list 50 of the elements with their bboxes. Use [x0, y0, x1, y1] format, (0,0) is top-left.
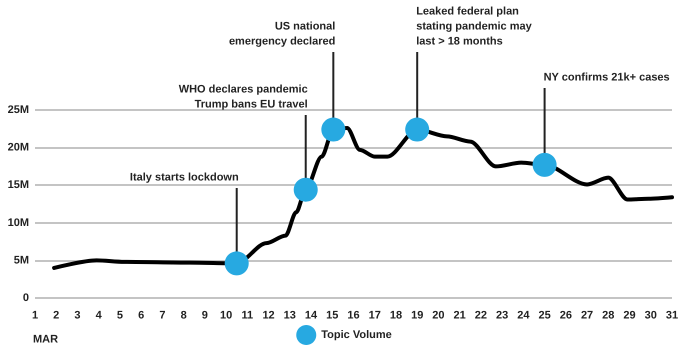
x-tick-label: 28 [602, 310, 614, 322]
point [224, 251, 249, 276]
x-tick-label: 17 [368, 310, 381, 322]
y-tick-label: 20M [8, 142, 29, 154]
y-tick-label: 0 [22, 292, 29, 304]
x-tick-label: 23 [496, 310, 508, 322]
x-tick-label: 2 [53, 310, 60, 322]
annotation: Italy starts lockdown [130, 172, 239, 184]
legend-label: Topic Volume [321, 329, 392, 341]
x-tick-label: 15 [326, 310, 338, 322]
x-tick-label: 6 [138, 310, 144, 322]
x-tick-label: 3 [74, 310, 81, 322]
x-tick-label: 30 [644, 310, 657, 322]
x-tick-label: 24 [517, 310, 530, 322]
annotation: US national emergency declared [228, 20, 336, 48]
x-tick-label: 13 [284, 310, 296, 322]
point [321, 118, 346, 142]
y-tick-label: 5M [14, 254, 29, 266]
x-tick-label: 8 [180, 310, 187, 322]
point [405, 118, 430, 142]
point [532, 152, 557, 177]
y-tick-label: 25M [8, 104, 29, 116]
x-tick-label: 29 [623, 310, 636, 322]
x-tick-label: 31 [666, 310, 678, 322]
x-tick-label: 11 [242, 310, 254, 322]
annotation: NY confirms 21k+ cases [544, 72, 670, 84]
x-tick-label: 19 [411, 310, 424, 322]
x-tick-label: 20 [432, 310, 445, 322]
x-tick-label: 25 [538, 310, 551, 322]
x-tick-label: 14 [304, 310, 318, 322]
x-tick-label: 27 [580, 310, 594, 322]
y-tick-label: 15M [8, 179, 29, 192]
x-tick-label: 10 [220, 310, 232, 322]
line-series [52, 126, 674, 270]
annotation: Leaked federal plan stating pandemic may last > 18 months [416, 6, 533, 48]
x-tick-label: 22 [474, 310, 488, 322]
x-tick-label: 12 [262, 310, 275, 322]
x-tick-label: 21 [454, 310, 466, 322]
x-tick-label: 16 [347, 310, 360, 322]
x-axis-title: MAR [33, 334, 58, 346]
x-tick-label: 7 [159, 310, 166, 322]
x-tick-label: 26 [560, 310, 572, 322]
y-tick-label: 10M [8, 216, 29, 229]
x-tick-label: 1 [32, 310, 38, 322]
x-tick-label: 18 [390, 310, 402, 322]
x-tick-label: 4 [96, 310, 103, 322]
annotation: WHO declares pandemic Trump bans EU travel [178, 84, 308, 110]
x-tick-label: 5 [116, 310, 123, 322]
x-tick-label: 9 [202, 310, 208, 322]
point [294, 178, 318, 202]
